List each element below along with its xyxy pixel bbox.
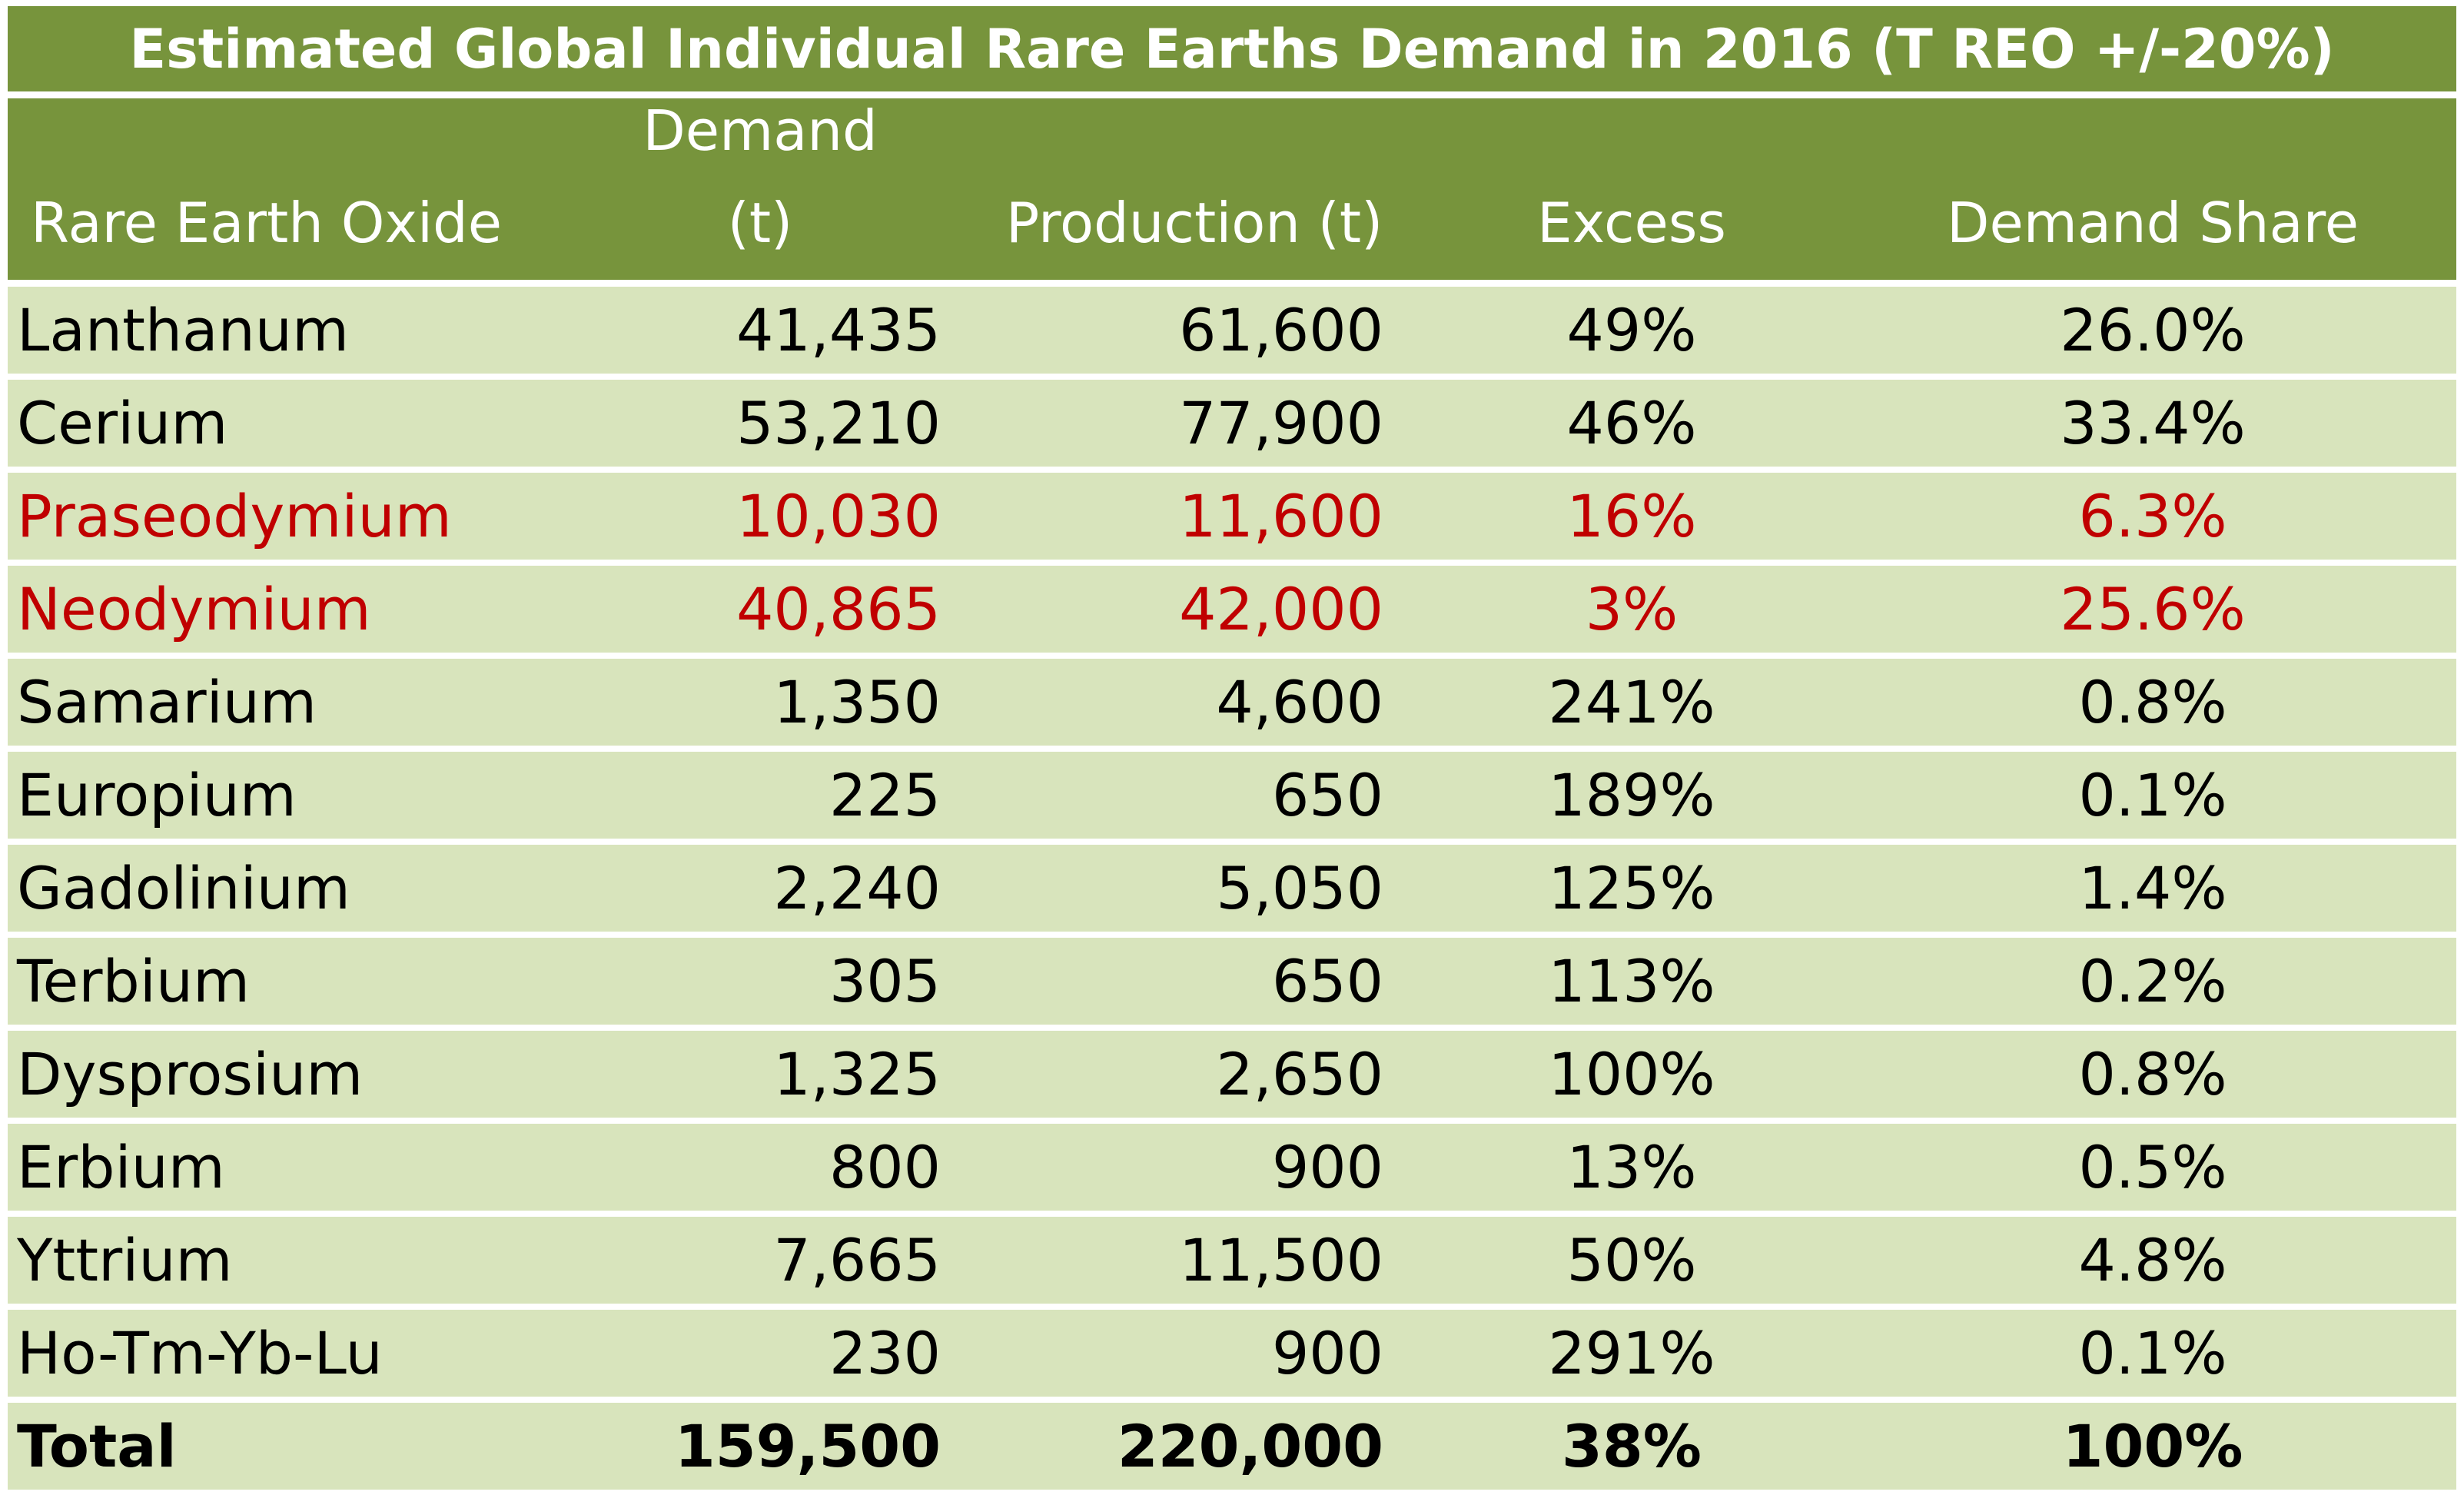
production-cell: 900	[975, 1124, 1414, 1211]
demand-cell: 41,435	[546, 287, 975, 374]
production-cell: 11,600	[975, 473, 1414, 560]
demand-cell: 53,210	[546, 380, 975, 467]
oxide-name-cell: Erbium	[8, 1124, 546, 1211]
oxide-name-cell: Lanthanum	[8, 287, 546, 374]
production-cell: 2,650	[975, 1031, 1414, 1118]
production-cell: 4,600	[975, 659, 1414, 746]
oxide-name-cell: Total	[8, 1403, 546, 1490]
demand-share-cell: 1.4%	[1849, 845, 2456, 932]
demand-share-cell: 0.2%	[1849, 938, 2456, 1025]
demand-cell: 1,350	[546, 659, 975, 746]
table-row: Cerium 53,210 77,900 46% 33.4%	[8, 380, 2456, 467]
demand-cell: 10,030	[546, 473, 975, 560]
header-demand-share: Demand Share	[1849, 98, 2456, 280]
oxide-name-cell: Terbium	[8, 938, 546, 1025]
header-label-line: (t)	[727, 191, 793, 255]
excess-cell: 13%	[1414, 1124, 1849, 1211]
demand-share-cell: 0.1%	[1849, 1310, 2456, 1397]
demand-share-cell: 33.4%	[1849, 380, 2456, 467]
oxide-name-cell: Praseodymium	[8, 473, 546, 560]
excess-cell: 3%	[1414, 566, 1849, 653]
table-row: Erbium 800 900 13% 0.5%	[8, 1124, 2456, 1211]
demand-cell: 40,865	[546, 566, 975, 653]
demand-cell: 159,500	[546, 1403, 975, 1490]
production-cell: 900	[975, 1310, 1414, 1397]
excess-cell: 113%	[1414, 938, 1849, 1025]
demand-share-cell: 4.8%	[1849, 1217, 2456, 1304]
oxide-name-cell: Dysprosium	[8, 1031, 546, 1118]
table-row: Neodymium 40,865 42,000 3% 25.6%	[8, 566, 2456, 653]
excess-cell: 46%	[1414, 380, 1849, 467]
table-row: Dysprosium 1,325 2,650 100% 0.8%	[8, 1031, 2456, 1118]
header-production: Production (t)	[975, 98, 1414, 280]
table-row: Europium 225 650 189% 0.1%	[8, 752, 2456, 839]
header-label-line: Demand	[643, 98, 878, 163]
table-row: Terbium 305 650 113% 0.2%	[8, 938, 2456, 1025]
excess-cell: 49%	[1414, 287, 1849, 374]
production-cell: 650	[975, 938, 1414, 1025]
production-cell: 61,600	[975, 287, 1414, 374]
header-label-line: Rare Earth Oxide	[31, 191, 503, 255]
demand-cell: 7,665	[546, 1217, 975, 1304]
demand-cell: 1,325	[546, 1031, 975, 1118]
demand-cell: 800	[546, 1124, 975, 1211]
demand-cell: 230	[546, 1310, 975, 1397]
oxide-name-cell: Yttrium	[8, 1217, 546, 1304]
table-title: Estimated Global Individual Rare Earths …	[8, 6, 2456, 91]
excess-cell: 100%	[1414, 1031, 1849, 1118]
demand-share-cell: 0.8%	[1849, 1031, 2456, 1118]
oxide-name-cell: Gadolinium	[8, 845, 546, 932]
table-row: Ho-Tm-Yb-Lu 230 900 291% 0.1%	[8, 1310, 2456, 1397]
header-rare-earth-oxide: Rare Earth Oxide	[8, 98, 546, 280]
total-row: Total 159,500 220,000 38% 100%	[8, 1403, 2456, 1490]
oxide-name-cell: Neodymium	[8, 566, 546, 653]
table-row: Yttrium 7,665 11,500 50% 4.8%	[8, 1217, 2456, 1304]
header-label-line: Excess	[1537, 191, 1726, 255]
oxide-name-cell: Ho-Tm-Yb-Lu	[8, 1310, 546, 1397]
excess-cell: 50%	[1414, 1217, 1849, 1304]
demand-cell: 225	[546, 752, 975, 839]
table-row: Praseodymium 10,030 11,600 16% 6.3%	[8, 473, 2456, 560]
production-cell: 5,050	[975, 845, 1414, 932]
excess-cell: 291%	[1414, 1310, 1849, 1397]
excess-cell: 125%	[1414, 845, 1849, 932]
excess-cell: 38%	[1414, 1403, 1849, 1490]
table-row: Samarium 1,350 4,600 241% 0.8%	[8, 659, 2456, 746]
demand-share-cell: 100%	[1849, 1403, 2456, 1490]
production-cell: 11,500	[975, 1217, 1414, 1304]
production-cell: 220,000	[975, 1403, 1414, 1490]
oxide-name-cell: Cerium	[8, 380, 546, 467]
demand-cell: 305	[546, 938, 975, 1025]
excess-cell: 16%	[1414, 473, 1849, 560]
production-cell: 42,000	[975, 566, 1414, 653]
table-row: Gadolinium 2,240 5,050 125% 1.4%	[8, 845, 2456, 932]
demand-cell: 2,240	[546, 845, 975, 932]
demand-share-cell: 0.5%	[1849, 1124, 2456, 1211]
excess-cell: 189%	[1414, 752, 1849, 839]
header-excess: Excess	[1414, 98, 1849, 280]
production-cell: 650	[975, 752, 1414, 839]
production-cell: 77,900	[975, 380, 1414, 467]
demand-share-cell: 6.3%	[1849, 473, 2456, 560]
oxide-name-cell: Samarium	[8, 659, 546, 746]
demand-share-cell: 26.0%	[1849, 287, 2456, 374]
header-label-line: Demand Share	[1947, 191, 2359, 255]
excess-cell: 241%	[1414, 659, 1849, 746]
table-row: Lanthanum 41,435 61,600 49% 26.0%	[8, 287, 2456, 374]
header-demand: Demand (t)	[546, 98, 975, 280]
demand-share-cell: 0.1%	[1849, 752, 2456, 839]
oxide-name-cell: Europium	[8, 752, 546, 839]
header-label-line: Production (t)	[1005, 191, 1383, 255]
demand-share-cell: 25.6%	[1849, 566, 2456, 653]
demand-share-cell: 0.8%	[1849, 659, 2456, 746]
